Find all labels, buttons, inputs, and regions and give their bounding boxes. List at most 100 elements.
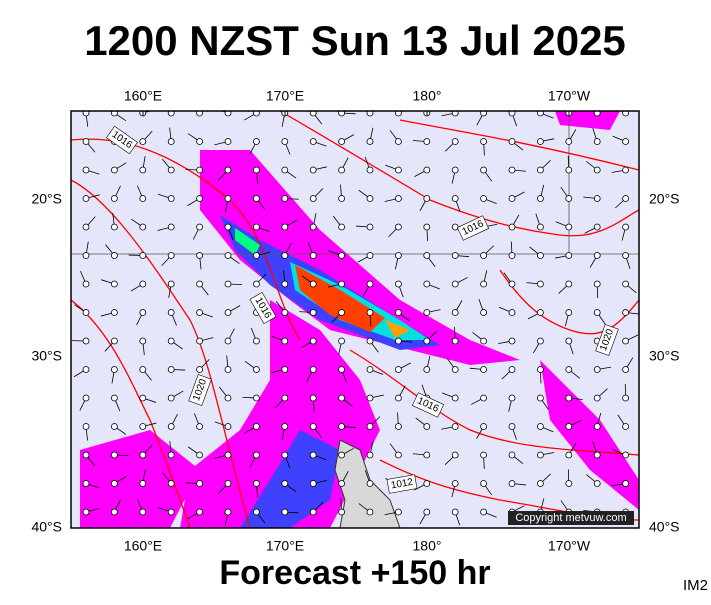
station [509, 139, 515, 145]
station [537, 481, 543, 487]
station [83, 338, 89, 344]
station [481, 253, 487, 259]
left-label: 30°S [31, 348, 62, 364]
station [339, 424, 345, 430]
station [395, 253, 401, 259]
station [83, 452, 89, 458]
station [282, 281, 288, 287]
station [111, 167, 117, 173]
station [140, 395, 146, 401]
station [566, 481, 572, 487]
station [253, 224, 259, 230]
station [537, 395, 543, 401]
station [111, 310, 117, 316]
station [424, 452, 430, 458]
right-label: 30°S [649, 348, 680, 364]
station [594, 167, 600, 173]
station [282, 367, 288, 373]
station [111, 367, 117, 373]
station [395, 281, 401, 287]
station [168, 338, 174, 344]
left-label: 20°S [31, 191, 62, 207]
station [168, 509, 174, 515]
station [594, 424, 600, 430]
station [481, 452, 487, 458]
station [395, 310, 401, 316]
station [481, 281, 487, 287]
station [594, 367, 600, 373]
station [253, 253, 259, 259]
station [339, 310, 345, 316]
station [197, 367, 203, 373]
station [424, 224, 430, 230]
station [310, 395, 316, 401]
station [566, 452, 572, 458]
station [509, 281, 515, 287]
station [452, 338, 458, 344]
station [225, 167, 231, 173]
station [253, 338, 259, 344]
station [225, 395, 231, 401]
station [225, 424, 231, 430]
station [623, 281, 629, 287]
station [83, 253, 89, 259]
station [253, 281, 259, 287]
station [395, 509, 401, 515]
station [537, 452, 543, 458]
station [481, 196, 487, 202]
station [509, 367, 515, 373]
station [509, 452, 515, 458]
station [168, 196, 174, 202]
station [367, 367, 373, 373]
station [310, 424, 316, 430]
station [111, 196, 117, 202]
station [367, 167, 373, 173]
station [452, 452, 458, 458]
station [197, 281, 203, 287]
station [452, 196, 458, 202]
station [395, 139, 401, 145]
station [509, 395, 515, 401]
station [197, 509, 203, 515]
station [481, 310, 487, 316]
station [310, 224, 316, 230]
station [424, 167, 430, 173]
station [168, 452, 174, 458]
station [452, 424, 458, 430]
station [168, 481, 174, 487]
station [566, 367, 572, 373]
station [225, 253, 231, 259]
station [310, 196, 316, 202]
station [481, 167, 487, 173]
station [424, 424, 430, 430]
station [537, 367, 543, 373]
station [253, 424, 259, 430]
station [623, 424, 629, 430]
station [395, 395, 401, 401]
station [623, 139, 629, 145]
station [424, 139, 430, 145]
station [282, 310, 288, 316]
station [225, 310, 231, 316]
copyright: Copyright metvuw.com [515, 512, 626, 524]
station [225, 367, 231, 373]
station [395, 167, 401, 173]
station [367, 224, 373, 230]
station [395, 452, 401, 458]
station [509, 481, 515, 487]
station [253, 481, 259, 487]
station [367, 452, 373, 458]
station [566, 196, 572, 202]
station [594, 139, 600, 145]
station [594, 224, 600, 230]
station [168, 281, 174, 287]
station [424, 253, 430, 259]
station [310, 281, 316, 287]
station [253, 452, 259, 458]
station [623, 167, 629, 173]
station [282, 253, 288, 259]
station [481, 395, 487, 401]
station [395, 367, 401, 373]
station [83, 281, 89, 287]
station [168, 167, 174, 173]
